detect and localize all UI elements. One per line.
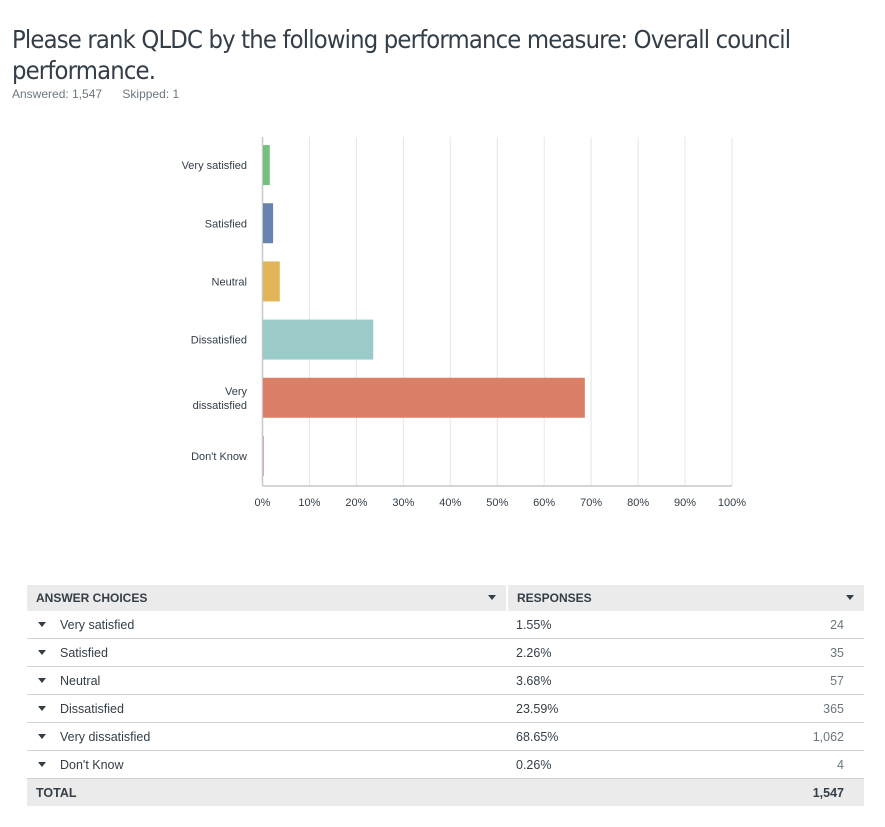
category-label: Very satisfied: [182, 160, 247, 172]
responses-table: ANSWER CHOICES RESPONSES Very satisfied 1…: [27, 585, 864, 806]
answer-choice-cell: Very satisfied: [27, 611, 507, 639]
count-cell: 1,062: [775, 722, 864, 751]
bar-very-satisfied: [263, 145, 270, 186]
bar-satisfied: [263, 203, 274, 244]
table-row: Don't Know 0.26% 4: [27, 750, 864, 779]
answer-choice-label: Neutral: [60, 673, 101, 688]
x-tick-label: 0%: [255, 497, 271, 509]
count-cell: 4: [775, 750, 864, 779]
category-label: dissatisfied: [193, 400, 247, 412]
percent-cell: 23.59%: [507, 694, 775, 723]
percent-cell: 68.65%: [507, 722, 775, 751]
x-tick-label: 30%: [392, 497, 414, 509]
answered-count: Answered: 1,547: [12, 87, 103, 101]
table-row: Very dissatisfied 68.65% 1,062: [27, 722, 864, 751]
x-tick-label: 100%: [718, 497, 746, 509]
answer-choice-cell: Very dissatisfied: [27, 722, 507, 751]
expand-caret-icon[interactable]: [38, 677, 46, 683]
table-row: Dissatisfied 23.59% 365: [27, 694, 864, 723]
answer-choice-label: Very dissatisfied: [60, 729, 151, 744]
answer-choice-cell: Satisfied: [27, 638, 507, 667]
answer-choice-cell: Neutral: [27, 666, 507, 695]
answer-choices-header[interactable]: ANSWER CHOICES: [27, 585, 508, 611]
table-row: Very satisfied 1.55% 24: [27, 611, 864, 639]
question-title: Please rank QLDC by the following perfor…: [12, 25, 791, 86]
x-tick-label: 20%: [345, 497, 367, 509]
expand-caret-icon[interactable]: [38, 705, 46, 711]
category-label: Very: [225, 386, 248, 398]
answer-choices-header-label: ANSWER CHOICES: [36, 591, 148, 605]
percent-cell: 3.68%: [507, 666, 775, 695]
sort-caret-icon[interactable]: [846, 595, 854, 600]
answer-choice-label: Dissatisfied: [60, 701, 124, 716]
answer-choice-cell: Don't Know: [27, 750, 507, 779]
x-tick-label: 50%: [486, 497, 508, 509]
responses-header-label: RESPONSES: [517, 591, 592, 605]
bar-very-dissatisfied: [263, 377, 585, 418]
percent-cell: 0.26%: [507, 750, 775, 779]
answer-choice-label: Don't Know: [60, 757, 124, 772]
expand-caret-icon[interactable]: [38, 621, 46, 627]
sort-caret-icon[interactable]: [488, 595, 496, 600]
x-tick-label: 90%: [674, 497, 696, 509]
x-tick-label: 80%: [627, 497, 649, 509]
percent-cell: 1.55%: [507, 611, 775, 639]
answer-choice-cell: Dissatisfied: [27, 694, 507, 723]
expand-caret-icon[interactable]: [38, 649, 46, 655]
bar-don-t-know: [263, 435, 264, 476]
bar-chart: 0% 10% 20% 30% 40% 50% 60% 70% 80% 90% 100% Very sa…: [182, 137, 746, 509]
percent-cell: 2.26%: [507, 638, 775, 667]
total-row: TOTAL 1,547: [27, 778, 864, 806]
response-summary: Answered: 1,547 Skipped: 1: [12, 87, 196, 101]
count-cell: 57: [775, 666, 864, 695]
total-count: 1,547: [775, 778, 864, 806]
category-label: Dissatisfied: [191, 335, 247, 347]
x-tick-label: 40%: [439, 497, 461, 509]
total-spacer: [507, 778, 775, 806]
bar-dissatisfied: [263, 319, 374, 360]
count-cell: 35: [775, 638, 864, 667]
expand-caret-icon[interactable]: [38, 761, 46, 767]
count-cell: 365: [775, 694, 864, 723]
answer-choice-label: Very satisfied: [60, 617, 135, 632]
category-label: Satisfied: [205, 218, 247, 230]
table-row: Satisfied 2.26% 35: [27, 638, 864, 667]
category-label: Don't Know: [191, 451, 247, 463]
x-tick-label: 60%: [533, 497, 555, 509]
expand-caret-icon[interactable]: [38, 733, 46, 739]
total-label: TOTAL: [27, 778, 507, 806]
count-cell: 24: [775, 611, 864, 639]
category-label: Neutral: [212, 276, 247, 288]
x-tick-label: 70%: [580, 497, 602, 509]
bar-neutral: [263, 261, 280, 302]
x-tick-label: 10%: [298, 497, 320, 509]
responses-header[interactable]: RESPONSES: [507, 585, 864, 611]
answer-choice-label: Satisfied: [60, 645, 108, 660]
table-row: Neutral 3.68% 57: [27, 666, 864, 695]
skipped-count: Skipped: 1: [122, 87, 180, 101]
